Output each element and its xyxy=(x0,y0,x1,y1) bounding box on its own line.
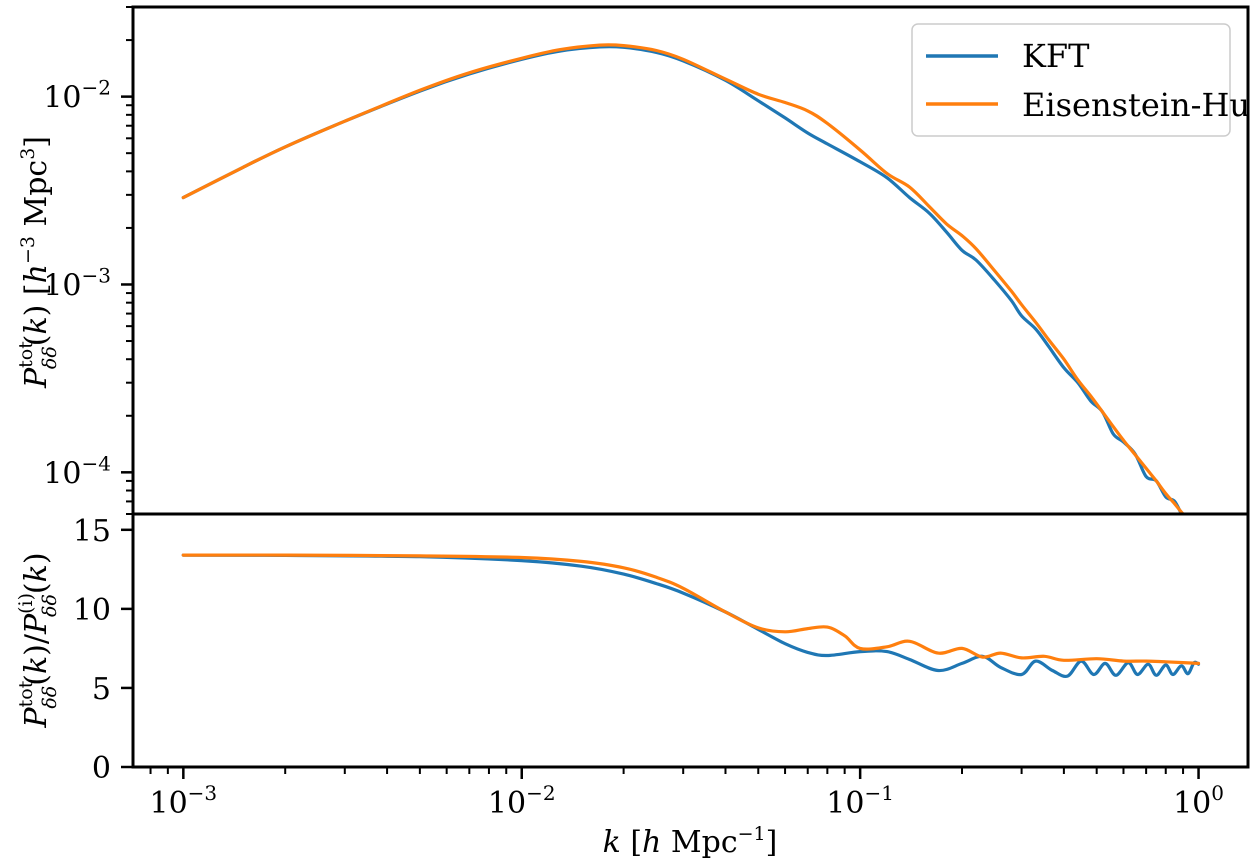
bottom-y-tick-label: 5 xyxy=(92,672,111,707)
top-y-tick-label: 10−2 xyxy=(43,76,111,116)
top-series-line-eisenstein-hu xyxy=(181,43,1186,514)
top-y-axis-label: Ptot δδ(k) [h−3 Mpc3] xyxy=(15,136,61,389)
legend-box xyxy=(911,23,1231,137)
bottom-y-tick-label: 15 xyxy=(73,514,111,549)
bottom-series-line-kft xyxy=(181,553,1201,679)
bottom-series-line-eisenstein-hu xyxy=(181,553,1201,665)
bottom-ticks: 0 5 10 15 10−3 10−2 10−1 100 xyxy=(73,514,1224,821)
x-axis-label: k [h Mpc−1] xyxy=(603,823,778,860)
bottom-axes-frame xyxy=(131,512,1250,769)
legend-label-kft: KFT xyxy=(1022,37,1090,75)
x-tick-label: 10−1 xyxy=(826,781,894,821)
x-tick-label: 100 xyxy=(1173,781,1224,821)
top-plot-area xyxy=(181,43,1186,514)
bottom-y-tick-label: 0 xyxy=(92,751,111,786)
bottom-y-tick-label: 10 xyxy=(73,593,111,628)
top-y-tick-label: 10−3 xyxy=(43,263,111,303)
legend-label-eisenstein-hu: Eisenstein-Hu xyxy=(1022,86,1250,124)
top-panel: 10−4 10−3 10−2 Ptot δδ(k) [h−3 Mpc3] KFT Ei… xyxy=(15,5,1250,516)
legend: KFT Eisenstein-Hu xyxy=(911,23,1250,137)
x-tick-label: 10−3 xyxy=(149,781,217,821)
bottom-plot-area xyxy=(181,553,1201,679)
bottom-y-axis-label: Ptot δδ(k)/P(i) δδ(k) xyxy=(15,552,61,728)
bottom-panel: 0 5 10 15 10−3 10−2 10−1 100 Ptot δδ(k)/P(i) δδ(k… xyxy=(15,512,1250,860)
top-y-tick-label: 10−4 xyxy=(43,451,111,491)
top-y-ticks: 10−4 10−3 10−2 xyxy=(43,6,133,515)
x-tick-label: 10−2 xyxy=(488,781,556,821)
